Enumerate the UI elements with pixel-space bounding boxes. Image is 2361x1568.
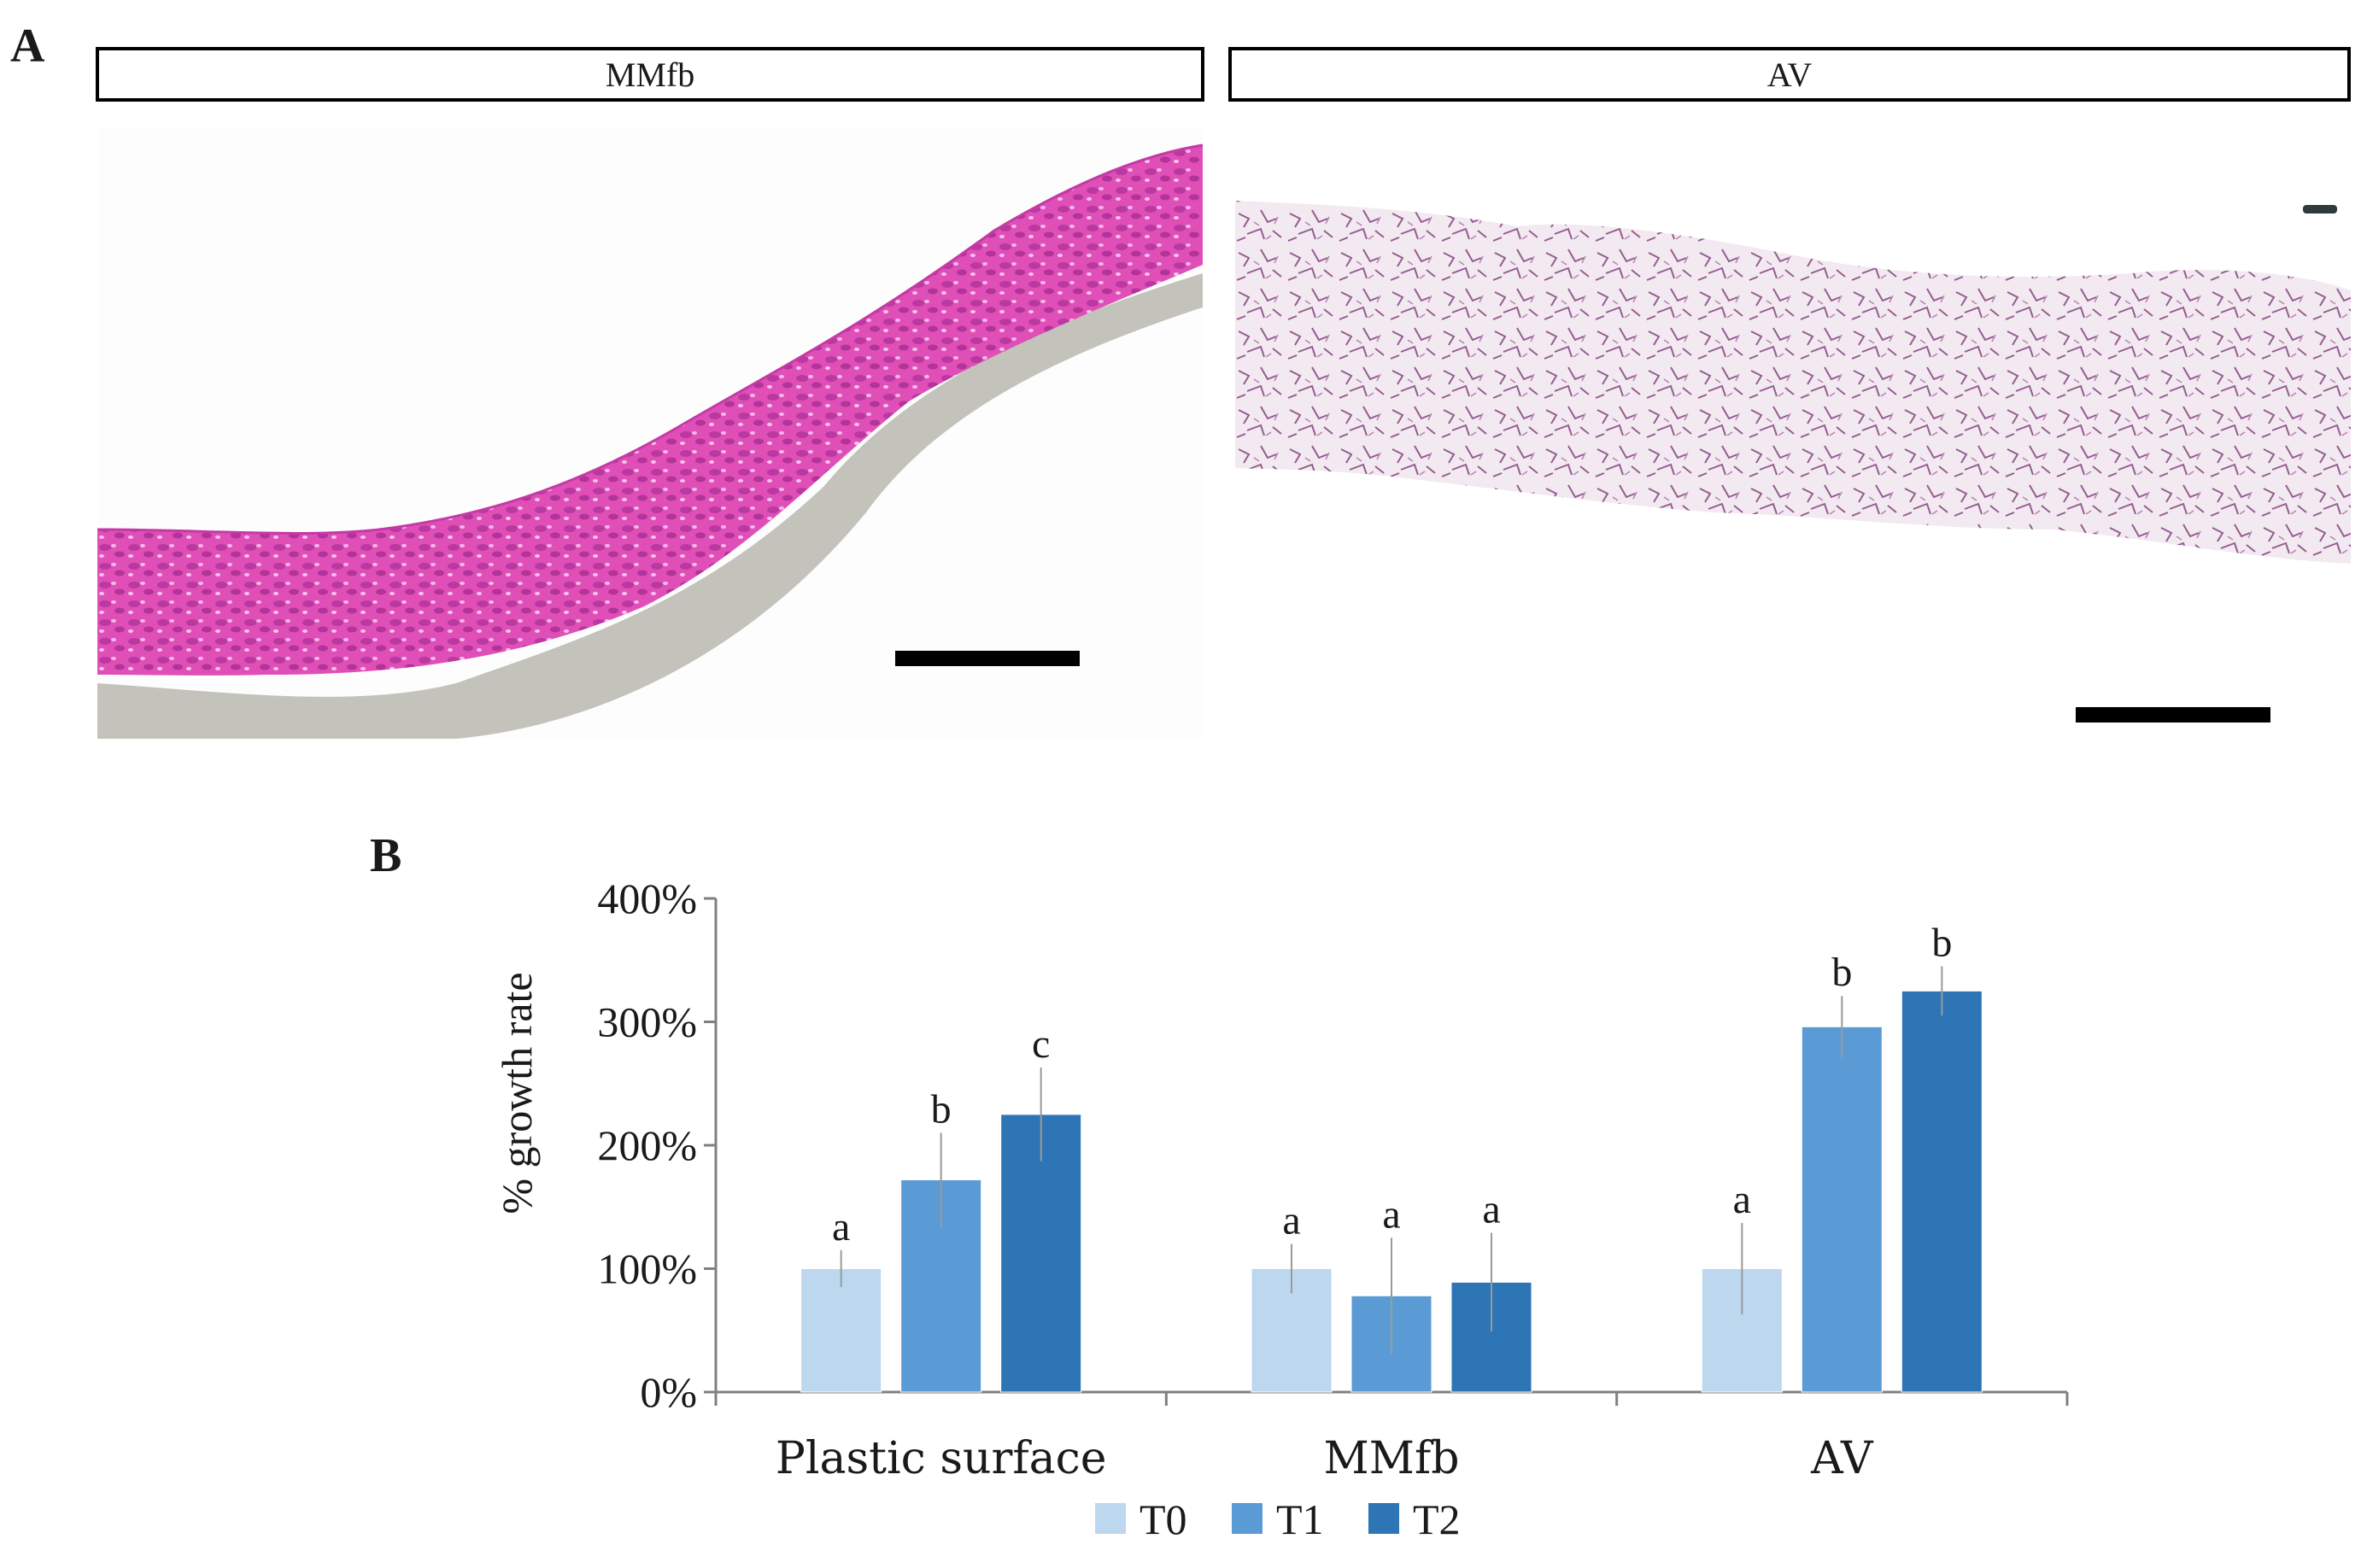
mmfb-image-label: MMfb xyxy=(605,55,695,94)
category-labels: Plastic surface MMfb AV xyxy=(776,1433,1874,1484)
legend: T0 T1 T2 xyxy=(1095,1495,1461,1543)
significance-letter: a xyxy=(1282,1198,1300,1243)
bar-t1 xyxy=(1801,1026,1883,1393)
category-label: MMfb xyxy=(1323,1433,1459,1484)
category-label: Plastic surface xyxy=(776,1433,1107,1484)
significance-letter: a xyxy=(1733,1177,1751,1222)
panel-a-letter: A xyxy=(10,20,45,73)
scale-bar-right xyxy=(2076,707,2270,723)
y-tick-label: 300% xyxy=(597,998,697,1046)
category-label: AV xyxy=(1810,1433,1874,1484)
av-image-label: AV xyxy=(1766,55,1813,94)
y-tick-label: 100% xyxy=(597,1245,697,1293)
legend-label: T2 xyxy=(1413,1495,1461,1543)
scaffold-micrograph-icon xyxy=(1235,128,2351,743)
significance-letter: a xyxy=(1482,1187,1500,1232)
mmfb-image-header: MMfb xyxy=(96,47,1204,102)
bar-t2 xyxy=(1901,990,1983,1393)
legend-swatch-t0 xyxy=(1095,1503,1126,1534)
significance-letter: c xyxy=(1032,1021,1050,1067)
significance-letter: b xyxy=(1831,950,1852,995)
legend-label: T1 xyxy=(1276,1495,1324,1543)
significance-letter: a xyxy=(1382,1191,1400,1237)
legend-swatch-t2 xyxy=(1368,1503,1399,1534)
significance-letters: a b c a a a a b b xyxy=(832,920,1952,1249)
y-tick-label: 400% xyxy=(597,875,697,922)
y-tick-label: 200% xyxy=(597,1121,697,1169)
significance-letter: a xyxy=(832,1204,850,1249)
av-image-header: AV xyxy=(1228,47,2351,102)
y-axis-label: % growth rate xyxy=(493,972,541,1214)
mmfb-micrograph xyxy=(97,128,1203,739)
significance-letter: b xyxy=(1931,920,1952,965)
legend-label: T0 xyxy=(1139,1495,1187,1543)
legend-swatch-t1 xyxy=(1232,1503,1263,1534)
y-tick-labels: 0% 100% 200% 300% 400% xyxy=(597,875,697,1416)
av-micrograph xyxy=(1235,128,2351,743)
y-tick-label: 0% xyxy=(640,1368,697,1416)
he-stained-tissue-icon xyxy=(97,128,1203,739)
panel-b-letter: B xyxy=(370,829,402,882)
significance-letter: b xyxy=(931,1087,952,1132)
error-bars xyxy=(840,966,1943,1354)
scale-bar-left xyxy=(895,651,1080,666)
bars xyxy=(800,990,1983,1393)
bar-t0 xyxy=(800,1268,882,1393)
